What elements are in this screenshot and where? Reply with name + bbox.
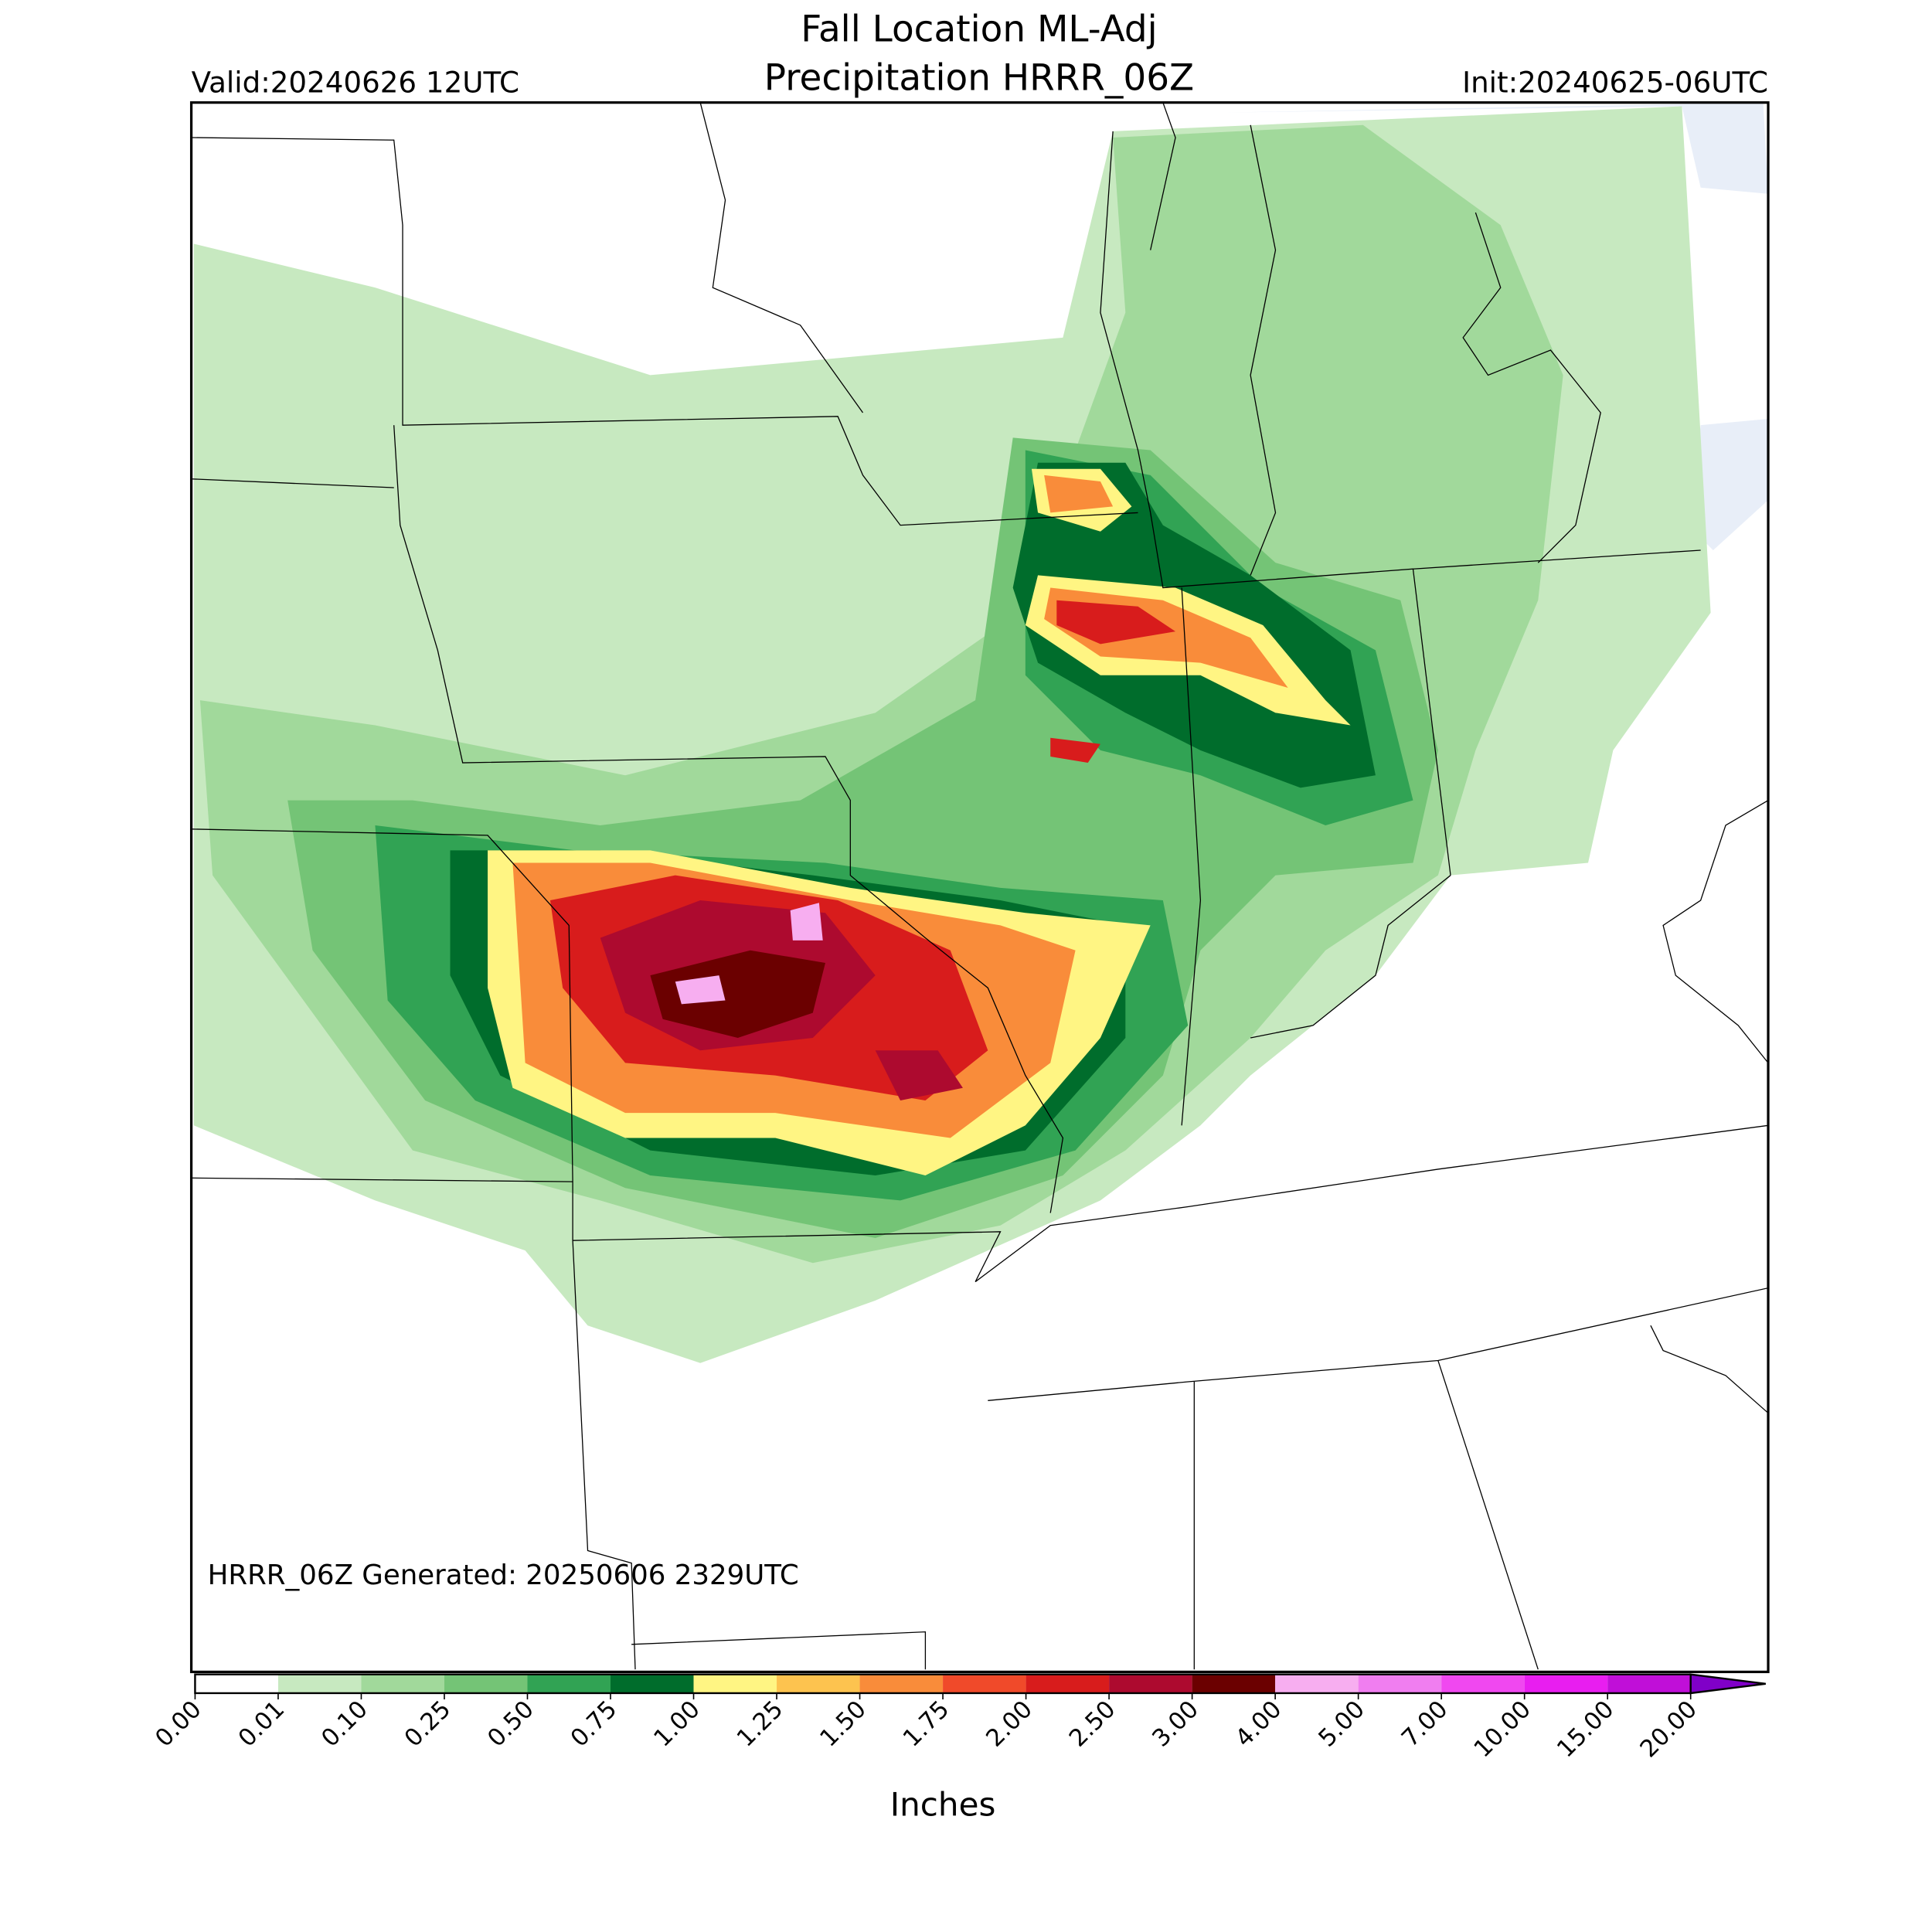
colorbar-tick-label: 7.00 bbox=[1396, 1696, 1454, 1753]
colorbar-label: Inches bbox=[890, 1786, 996, 1824]
colorbar-box bbox=[527, 1674, 611, 1693]
precip-4-00 bbox=[675, 903, 823, 1005]
lake-shading bbox=[1688, 419, 1769, 550]
colorbar-box bbox=[1109, 1674, 1192, 1693]
colorbar-box bbox=[1275, 1674, 1359, 1693]
precip-3-00 bbox=[650, 950, 825, 1039]
title-line2: Precipitation HRRR_06Z bbox=[764, 57, 1194, 100]
colorbar-box bbox=[1607, 1674, 1691, 1693]
colorbar-box bbox=[1026, 1674, 1110, 1693]
colorbar-tick-label: 0.25 bbox=[399, 1696, 456, 1753]
colorbar-box bbox=[859, 1674, 944, 1693]
colorbar-box bbox=[361, 1674, 444, 1693]
colorbar-tick-label: 1.50 bbox=[815, 1696, 872, 1753]
colorbar-tick-label: 4.00 bbox=[1230, 1696, 1287, 1753]
colorbar-box bbox=[693, 1674, 777, 1693]
colorbar-box bbox=[1441, 1674, 1525, 1693]
colorbar-tick-label: 20.00 bbox=[1634, 1696, 1702, 1764]
colorbar-box bbox=[195, 1674, 278, 1693]
colorbar-tick-label: 1.75 bbox=[898, 1696, 955, 1753]
colorbar-tick-label: 0.01 bbox=[233, 1696, 290, 1753]
colorbar-box bbox=[943, 1674, 1026, 1693]
colorbar-tick-label: 0.75 bbox=[566, 1696, 623, 1753]
colorbar-tick-label: 15.00 bbox=[1552, 1696, 1620, 1764]
colorbar-tick-label: 10.00 bbox=[1468, 1696, 1536, 1764]
init-time: Init:20240625-06UTC bbox=[1462, 66, 1768, 100]
colorbar-tick-label: 2.50 bbox=[1064, 1696, 1121, 1753]
colorbar-tick-label: 1.00 bbox=[648, 1696, 706, 1753]
colorbar-tick-label: 5.00 bbox=[1313, 1696, 1370, 1753]
colorbar-tick-label: 0.10 bbox=[316, 1696, 373, 1753]
colorbar-box bbox=[777, 1674, 860, 1693]
map bbox=[189, 101, 1770, 1674]
generated-note: HRRR_06Z Generated: 20250606 2329UTC bbox=[208, 1560, 799, 1591]
map-frame bbox=[189, 101, 1770, 1674]
colorbar-tick-label: 0.00 bbox=[150, 1696, 207, 1753]
title-line1: Fall Location ML-Adj bbox=[801, 8, 1157, 50]
lake-shading bbox=[1225, 102, 1769, 194]
valid-time: Valid:20240626 12UTC bbox=[192, 66, 519, 100]
colorbar-tick-label: 1.25 bbox=[732, 1696, 789, 1753]
colorbar-box bbox=[611, 1674, 694, 1693]
colorbar-box bbox=[1524, 1674, 1608, 1693]
colorbar-box bbox=[277, 1674, 362, 1693]
colorbar-tick-label: 3.00 bbox=[1147, 1696, 1204, 1753]
colorbar-box bbox=[444, 1674, 528, 1693]
colorbar-box bbox=[1192, 1674, 1276, 1693]
colorbar-tick-label: 2.00 bbox=[981, 1696, 1038, 1753]
colorbar-box bbox=[1358, 1674, 1442, 1693]
colorbar-extension bbox=[1689, 1673, 1766, 1695]
colorbar-tick-label: 0.50 bbox=[482, 1696, 539, 1753]
colorbar: 0.00 0.01 0.10 0.25 0.50 0.75 1.00 1.25 1.50 1.75… bbox=[150, 1673, 1766, 1764]
